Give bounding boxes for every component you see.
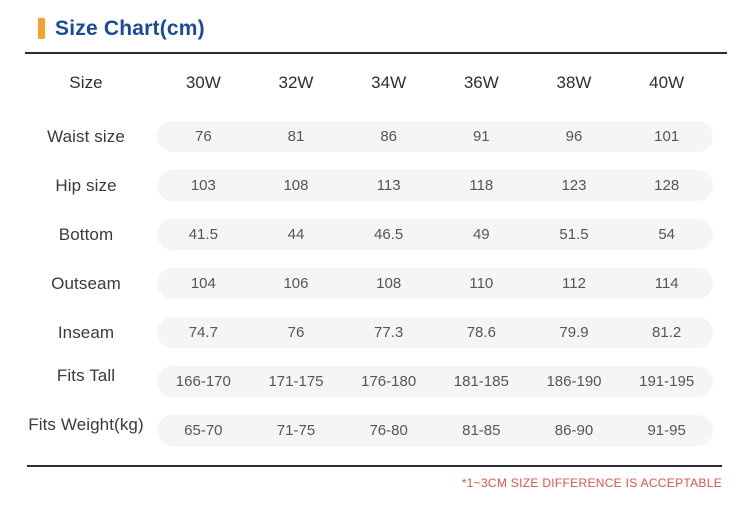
- value-cell: 101: [654, 128, 680, 145]
- value-cell: 76: [194, 128, 212, 145]
- row-label: Fits Weight(kg): [28, 414, 144, 434]
- top-divider: [25, 52, 727, 54]
- value-cell: 181-185: [453, 373, 509, 390]
- accent-bar-icon: [38, 18, 45, 39]
- value-cell: 123: [561, 177, 587, 194]
- table-row-fits-tall: Fits Tall 166-170 171-175 176-180 181-18…: [0, 357, 750, 406]
- value-cell: 71-75: [276, 422, 316, 439]
- value-cell: 77.3: [374, 324, 404, 341]
- footer-note: *1~3CM SIZE DIFFERENCE IS ACCEPTABLE: [461, 476, 722, 490]
- table-row-waist-size: Waist size 76 81 86 91 96 101: [0, 112, 750, 161]
- column-header-36w: 36W: [463, 73, 499, 92]
- value-cell: 176-180: [361, 373, 417, 390]
- value-cell: 186-190: [546, 373, 602, 390]
- value-cell: 65-70: [184, 422, 223, 439]
- value-cell: 81.2: [652, 324, 682, 341]
- value-cell: 166-170: [175, 373, 231, 390]
- value-cell: 108: [376, 275, 402, 292]
- row-values-pill: 65-70 71-75 76-80 81-85 86-90 91-95: [157, 415, 713, 446]
- value-cell: 191-195: [639, 373, 695, 390]
- table-row-outseam: Outseam 104 106 108 110 112 114: [0, 259, 750, 308]
- value-cell: 171-175: [268, 373, 324, 390]
- row-label: Bottom: [58, 224, 114, 244]
- row-label: Fits Tall: [56, 365, 116, 385]
- row-label: Outseam: [51, 273, 121, 293]
- value-cell: 108: [283, 177, 309, 194]
- column-header-40w: 40W: [649, 73, 685, 92]
- value-cell: 74.7: [188, 324, 218, 341]
- row-values-pill: 74.7 76 77.3 78.6 79.9 81.2: [157, 317, 713, 348]
- value-cell: 76: [287, 324, 305, 341]
- column-header-32w: 32W: [278, 73, 314, 92]
- column-header-34w: 34W: [371, 73, 407, 92]
- value-cell: 86-90: [554, 422, 594, 439]
- value-cell: 78.6: [466, 324, 496, 341]
- value-cell: 46.5: [374, 226, 404, 243]
- size-table: Size 30W 32W 34W 36W 38W 40W Waist size …: [0, 54, 750, 455]
- value-cell: 81: [287, 128, 305, 145]
- row-label: Hip size: [55, 175, 117, 195]
- value-cell: 86: [380, 128, 397, 145]
- value-cell: 106: [283, 275, 309, 292]
- row-values-pill: 41.5 44 46.5 49 51.5 54: [157, 219, 713, 250]
- value-cell: 41.5: [188, 226, 218, 243]
- row-values-pill: 166-170 171-175 176-180 181-185 186-190 …: [157, 366, 713, 397]
- value-cell: 114: [654, 275, 679, 292]
- value-cell: 54: [658, 226, 675, 243]
- value-cell: 44: [287, 226, 305, 243]
- value-cell: 110: [469, 275, 494, 292]
- table-row-fits-weight: Fits Weight(kg) 65-70 71-75 76-80 81-85 …: [0, 406, 750, 455]
- section-header: Size Chart(cm): [0, 0, 750, 39]
- column-header-38w: 38W: [556, 73, 592, 92]
- row-label: Inseam: [57, 322, 115, 342]
- table-row-inseam: Inseam 74.7 76 77.3 78.6 79.9 81.2: [0, 308, 750, 357]
- table-row-hip-size: Hip size 103 108 113 118 123 128: [0, 161, 750, 210]
- value-cell: 128: [654, 177, 680, 194]
- value-cell: 76-80: [369, 422, 408, 439]
- value-cell: 104: [190, 275, 216, 292]
- size-header-cells: 30W 32W 34W 36W 38W 40W: [157, 73, 713, 93]
- value-cell: 112: [562, 275, 586, 292]
- row-values-pill: 76 81 86 91 96 101: [157, 121, 713, 152]
- row-label: Waist size: [47, 126, 125, 146]
- table-row-bottom: Bottom 41.5 44 46.5 49 51.5 54: [0, 210, 750, 259]
- value-cell: 81-85: [462, 422, 501, 439]
- table-header-row: Size 30W 32W 34W 36W 38W 40W: [0, 54, 750, 112]
- value-cell: 49: [472, 226, 490, 243]
- value-cell: 118: [469, 177, 494, 194]
- page-title: Size Chart(cm): [55, 17, 205, 40]
- value-cell: 79.9: [559, 324, 589, 341]
- value-cell: 113: [376, 177, 401, 194]
- bottom-divider: [27, 465, 722, 467]
- value-cell: 103: [190, 177, 216, 194]
- value-cell: 51.5: [559, 226, 589, 243]
- row-values-pill: 104 106 108 110 112 114: [157, 268, 713, 299]
- value-cell: 91: [472, 128, 490, 145]
- value-cell: 96: [565, 128, 583, 145]
- row-values-pill: 103 108 113 118 123 128: [157, 170, 713, 201]
- value-cell: 91-95: [647, 422, 686, 439]
- column-header-size: Size: [69, 73, 103, 92]
- column-header-30w: 30W: [185, 73, 221, 92]
